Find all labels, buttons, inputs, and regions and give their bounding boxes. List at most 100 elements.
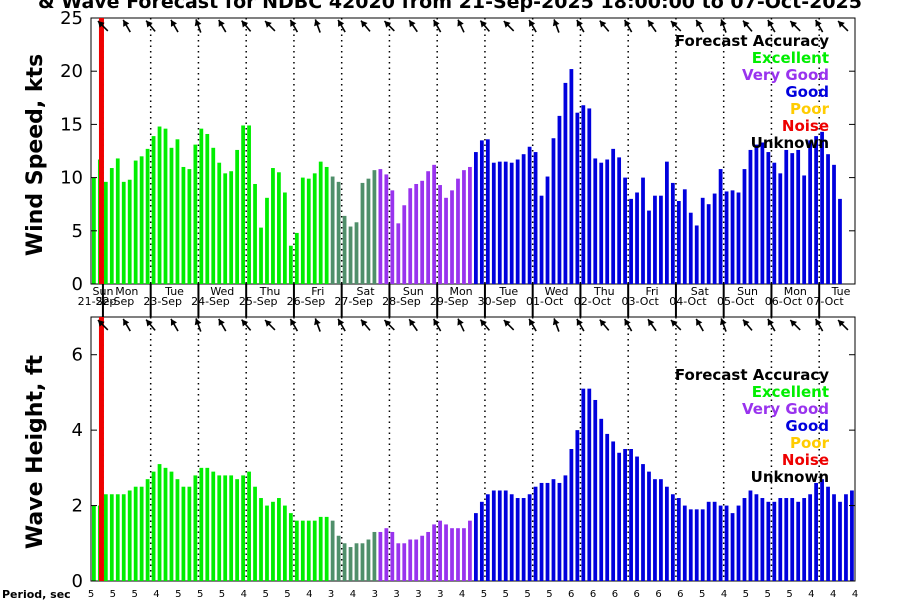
data-bar [850, 490, 854, 581]
data-bar [617, 157, 622, 284]
legend-item-poor: Poor [790, 100, 830, 118]
data-bar [133, 486, 138, 581]
period-value: 4 [241, 589, 247, 600]
data-bar [718, 169, 723, 284]
data-bar [336, 535, 341, 581]
data-bar [730, 513, 735, 581]
data-bar [706, 501, 711, 581]
period-value: 5 [699, 589, 705, 600]
data-bar [151, 136, 156, 284]
direction-arrow-icon [670, 319, 682, 331]
data-bar [354, 543, 359, 581]
data-bar [193, 475, 198, 581]
day-name-label: Sat [357, 285, 376, 298]
period-value: 4 [459, 589, 465, 600]
day-date-label: 06-Oct [765, 295, 803, 308]
direction-arrow-icon [289, 318, 299, 332]
data-bar [133, 160, 138, 284]
y-tick-label: 4 [72, 420, 83, 441]
data-bar [151, 471, 156, 581]
data-bar [211, 471, 216, 581]
data-bar [330, 520, 335, 581]
day-name-label: Mon [449, 285, 472, 298]
data-bar [659, 479, 663, 581]
data-bar [826, 486, 830, 581]
period-value: 5 [546, 589, 552, 600]
data-bar [115, 494, 120, 581]
data-bar [211, 147, 216, 284]
data-bar [844, 494, 848, 581]
y-tick-label: 0 [72, 274, 83, 295]
day-name-label: Fri [646, 285, 659, 298]
period-value: 4 [306, 589, 312, 600]
data-bar [432, 164, 436, 284]
period-value: 6 [634, 589, 640, 600]
direction-arrow-icon [289, 19, 299, 33]
data-bar [217, 162, 222, 284]
period-value: 6 [568, 589, 574, 600]
data-bar [539, 195, 544, 284]
legend-title: Forecast Accuracy [675, 32, 829, 50]
day-name-label: Wed [210, 285, 234, 298]
data-bar [754, 144, 759, 284]
data-bar [271, 168, 275, 284]
period-value: 4 [830, 589, 836, 600]
period-value: 5 [524, 589, 530, 600]
data-bar [766, 501, 771, 581]
day-date-label: 05-Oct [717, 295, 755, 308]
data-bar [324, 166, 329, 284]
data-bar [647, 471, 651, 581]
data-bar [838, 198, 842, 284]
direction-arrow-icon [360, 319, 371, 331]
data-bar [682, 189, 687, 284]
data-bar [641, 464, 645, 581]
data-bar [103, 181, 108, 284]
data-bar [790, 498, 795, 581]
period-value: 6 [655, 589, 661, 600]
period-value: 6 [590, 589, 596, 600]
data-bar [659, 195, 663, 284]
data-bar [283, 505, 287, 581]
data-bar [700, 197, 705, 284]
direction-arrow-icon [528, 19, 537, 33]
data-bar [223, 475, 228, 581]
direction-arrow-icon [767, 19, 776, 33]
day-name-label: Sat [691, 285, 710, 298]
wind-speed-panel: 0 5 10 15 20 25 Wind Speed, kts Forecast Accu… [23, 8, 856, 295]
data-bar [175, 479, 180, 581]
data-bar [390, 190, 395, 284]
data-bar [479, 501, 484, 581]
data-bar [187, 169, 192, 284]
data-bar [145, 479, 150, 581]
period-values: 5 5 5 4 5 5 5 4 5 5 4 3 4 3 3 3 3 4 5 5 5 5 6 6 6 6 6 6 5 4 5 5 5 4 4 4 [88, 589, 858, 600]
data-bar [718, 505, 723, 581]
legend-item-excellent: Excellent [752, 49, 829, 67]
data-bar [605, 159, 610, 284]
direction-arrow-icon [623, 318, 633, 332]
data-bar [599, 162, 604, 284]
data-bar [426, 531, 431, 581]
data-bar [617, 452, 622, 581]
direction-arrow-icon [837, 319, 849, 331]
direction-arrow-icon [742, 319, 753, 331]
data-bar [462, 528, 466, 581]
direction-arrow-icon [670, 20, 682, 32]
y-tick-label: 25 [60, 8, 83, 29]
data-bar [712, 193, 717, 284]
data-bar [772, 162, 777, 284]
data-bar [163, 467, 168, 581]
direction-arrow-icon [170, 19, 179, 33]
day-name-label: Thu [593, 285, 615, 298]
data-bar [199, 128, 204, 284]
data-bar [509, 162, 514, 284]
direction-arrow-icon [599, 20, 610, 32]
data-bar [611, 148, 616, 284]
data-bar [456, 178, 460, 284]
direction-arrow-icon [383, 319, 395, 331]
direction-arrow-icon [503, 319, 515, 331]
wave-day-gridlines [102, 317, 820, 581]
day-name-label: Sun [403, 285, 424, 298]
data-bar [127, 490, 132, 581]
legend-item-noise: Noise [782, 451, 829, 469]
